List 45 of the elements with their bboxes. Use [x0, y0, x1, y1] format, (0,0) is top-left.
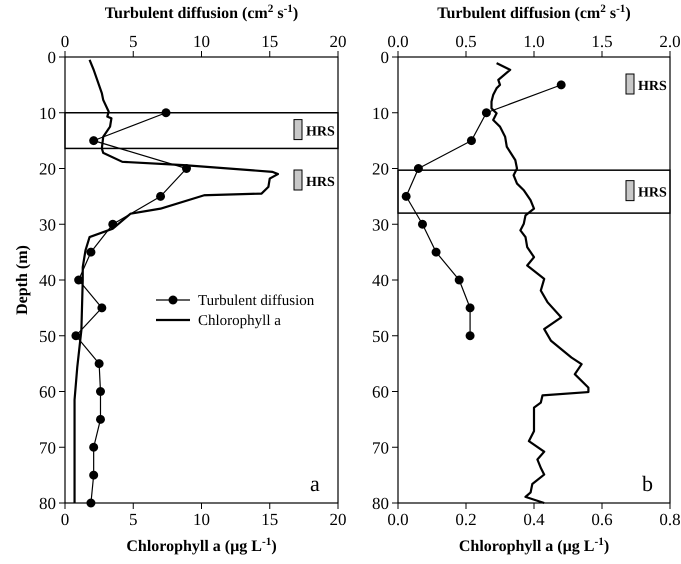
y-tick-label: 80: [372, 494, 389, 513]
x-tick-label: 0.2: [455, 510, 477, 529]
band-label: HRS: [638, 186, 667, 201]
y-tick-label: 20: [372, 160, 389, 178]
x-axis-title: Chlorophyll a (µg L$^{-1}$): [458, 536, 610, 555]
y-tick-label: 40: [39, 271, 56, 290]
x-axis-title: Chlorophyll a (µg L$^{-1}$): [126, 536, 277, 555]
x-tick-label: 0: [60, 32, 70, 51]
y-tick-label: 30: [372, 215, 389, 234]
x2-tick-label: 0.5: [455, 32, 477, 51]
x-tick-label: 20: [330, 32, 346, 51]
y-tick-label: 20: [39, 160, 56, 178]
x2-tick-label: 2.0: [659, 32, 681, 51]
x-tick-label: 5: [129, 32, 138, 51]
band-label: HRS: [306, 124, 335, 140]
x-tick-label: 0.6: [591, 510, 613, 529]
annotation: b: [642, 471, 653, 496]
x-tick-label: 10: [193, 32, 210, 51]
y-tick-label: 60: [372, 382, 389, 402]
legend-label: Turbulent diffusion: [198, 293, 315, 309]
annotation: HRS: [306, 175, 335, 190]
x2-axis-title: Turbulent diffusion (cm$^{2}$ s$^{-1}$): [104, 3, 298, 22]
y-tick-label: 70: [372, 438, 389, 458]
legend-label: Chlorophyll a: [198, 313, 282, 329]
x-tick-label: 15: [261, 32, 278, 51]
x2-axis-title: Turbulent diffusion (cm$^{2}$ s$^{-1}$): [437, 3, 631, 22]
x2-tick-label: 1.5: [591, 32, 613, 51]
y-tick-label: 40: [372, 271, 389, 290]
x-tick-label: 0.0: [387, 510, 409, 529]
y-tick-label: 10: [39, 104, 56, 123]
x-tick-label: 0.8: [659, 510, 681, 529]
y-axis-title: Depth (m): [14, 245, 31, 315]
y-tick-label: 50: [372, 326, 389, 346]
y-tick-label: 60: [39, 382, 56, 402]
x-tick-label: 0.4: [523, 510, 546, 529]
annotation: HRS: [638, 79, 667, 94]
x2-tick-label: 1.0: [523, 32, 545, 51]
y-tick-label: 70: [39, 438, 56, 458]
y-tick-label: 30: [39, 215, 56, 234]
y-tick-label: 0: [48, 48, 56, 67]
y-tick-label: 10: [372, 104, 389, 123]
y-tick-label: 0: [380, 48, 389, 67]
y-tick-label: 80: [39, 494, 56, 513]
annotation: a: [310, 471, 320, 496]
y-tick-label: 50: [39, 326, 56, 346]
